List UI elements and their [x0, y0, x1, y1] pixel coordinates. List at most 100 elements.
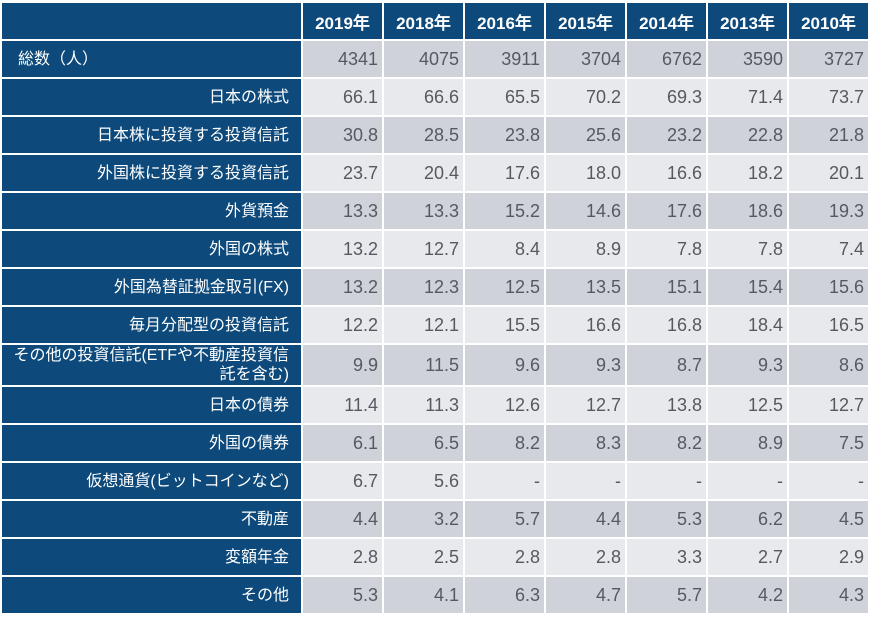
- value-cell: 5.7: [627, 577, 706, 613]
- value-cell: 8.9: [546, 231, 625, 267]
- value-cell: -: [789, 463, 868, 499]
- value-cell: 30.8: [303, 117, 382, 153]
- value-cell: 9.6: [465, 345, 544, 385]
- value-cell: 13.8: [627, 387, 706, 423]
- value-cell: 15.2: [465, 193, 544, 229]
- table-row: 日本株に投資する投資信託 30.8 28.5 23.8 25.6 23.2 22.8 21.8: [2, 117, 868, 153]
- value-cell: 2.9: [789, 539, 868, 575]
- value-cell: 16.6: [546, 307, 625, 343]
- table-row: 仮想通貨(ビットコインなど) 6.7 5.6- - - - -: [2, 463, 868, 499]
- value-cell: 15.6: [789, 269, 868, 305]
- row-label: その他の投資信託(ETFや不動産投資信託を含む): [2, 345, 301, 385]
- table-row: その他の投資信託(ETFや不動産投資信託を含む) 9.9 11.5 9.6 9.3 8.7…: [2, 345, 868, 385]
- value-cell: -: [465, 463, 544, 499]
- value-cell: 8.3: [546, 425, 625, 461]
- value-cell: 69.3: [627, 79, 706, 115]
- value-cell: 4075: [384, 41, 463, 77]
- row-label: 日本の株式: [2, 79, 301, 115]
- row-label: 毎月分配型の投資信託: [2, 307, 301, 343]
- value-cell: 5.3: [627, 501, 706, 537]
- value-cell: 12.7: [546, 387, 625, 423]
- value-cell: 6.5: [384, 425, 463, 461]
- value-cell: 6.7: [303, 463, 382, 499]
- column-header: 2016年: [465, 3, 544, 39]
- value-cell: 3727: [789, 41, 868, 77]
- column-header: 2018年: [384, 3, 463, 39]
- value-cell: 7.4: [789, 231, 868, 267]
- value-cell: -: [708, 463, 787, 499]
- value-cell: 5.7: [465, 501, 544, 537]
- value-cell: 65.5: [465, 79, 544, 115]
- value-cell: 4341: [303, 41, 382, 77]
- table-row: 外国為替証拠金取引(FX) 13.2 12.3 12.5 13.5 15.1 15.4 15.…: [2, 269, 868, 305]
- value-cell: 2.7: [708, 539, 787, 575]
- row-label: 不動産: [2, 501, 301, 537]
- value-cell: -: [546, 463, 625, 499]
- value-cell: 8.6: [789, 345, 868, 385]
- table-body: 総数（人） 4341 4075 3911 3704 6762 3590 3727 日本の株式 66…: [2, 41, 868, 613]
- value-cell: 4.5: [789, 501, 868, 537]
- value-cell: 2.8: [303, 539, 382, 575]
- value-cell: 6.1: [303, 425, 382, 461]
- header-row: 2019年 2018年 2016年 2015年 2014年 2013年 2010年: [2, 3, 868, 39]
- value-cell: 15.1: [627, 269, 706, 305]
- value-cell: 18.0: [546, 155, 625, 191]
- value-cell: 4.1: [384, 577, 463, 613]
- column-header: 2019年: [303, 3, 382, 39]
- value-cell: 12.2: [303, 307, 382, 343]
- value-cell: 16.5: [789, 307, 868, 343]
- value-cell: 13.3: [303, 193, 382, 229]
- value-cell: 6.3: [465, 577, 544, 613]
- value-cell: 12.3: [384, 269, 463, 305]
- value-cell: 3.3: [627, 539, 706, 575]
- value-cell: 7.8: [708, 231, 787, 267]
- table-row: 日本の債券 11.4 11.3 12.6 12.7 13.8 12.5 12.7: [2, 387, 868, 423]
- value-cell: 22.8: [708, 117, 787, 153]
- value-cell: 3.2: [384, 501, 463, 537]
- value-cell: 11.4: [303, 387, 382, 423]
- value-cell: 25.6: [546, 117, 625, 153]
- column-header: 2010年: [789, 3, 868, 39]
- value-cell: 7.5: [789, 425, 868, 461]
- value-cell: 12.5: [465, 269, 544, 305]
- value-cell: 16.8: [627, 307, 706, 343]
- value-cell: 73.7: [789, 79, 868, 115]
- column-header: 2013年: [708, 3, 787, 39]
- table-row: 外国の債券 6.1 6.5 8.2 8.3 8.2 8.9 7.5: [2, 425, 868, 461]
- value-cell: 2.5: [384, 539, 463, 575]
- value-cell: 3704: [546, 41, 625, 77]
- value-cell: 8.7: [627, 345, 706, 385]
- value-cell: 9.9: [303, 345, 382, 385]
- row-label: 総数（人）: [2, 41, 301, 77]
- value-cell: 18.6: [708, 193, 787, 229]
- value-cell: 3590: [708, 41, 787, 77]
- value-cell: 17.6: [627, 193, 706, 229]
- row-label: 外貨預金: [2, 193, 301, 229]
- value-cell: 13.3: [384, 193, 463, 229]
- row-label: 外国株に投資する投資信託: [2, 155, 301, 191]
- value-cell: 20.4: [384, 155, 463, 191]
- table-row: 外国株に投資する投資信託 23.7 20.4 17.6 18.0 16.6 18.2 20.1: [2, 155, 868, 191]
- value-cell: 12.5: [708, 387, 787, 423]
- value-cell: 4.7: [546, 577, 625, 613]
- column-header: 2015年: [546, 3, 625, 39]
- value-cell: 4.4: [546, 501, 625, 537]
- row-label: 変額年金: [2, 539, 301, 575]
- value-cell: 23.7: [303, 155, 382, 191]
- row-label: 外国の株式: [2, 231, 301, 267]
- value-cell: 11.5: [384, 345, 463, 385]
- value-cell: 17.6: [465, 155, 544, 191]
- value-cell: 70.2: [546, 79, 625, 115]
- value-cell: 21.8: [789, 117, 868, 153]
- header-corner: [2, 3, 301, 39]
- value-cell: 6.2: [708, 501, 787, 537]
- value-cell: 8.2: [627, 425, 706, 461]
- value-cell: 18.2: [708, 155, 787, 191]
- value-cell: 4.3: [789, 577, 868, 613]
- value-cell: 7.8: [627, 231, 706, 267]
- table-row: 外国の株式 13.2 12.7 8.4 8.9 7.8 7.8 7.4: [2, 231, 868, 267]
- value-cell: 2.8: [546, 539, 625, 575]
- value-cell: 12.7: [384, 231, 463, 267]
- value-cell: 23.8: [465, 117, 544, 153]
